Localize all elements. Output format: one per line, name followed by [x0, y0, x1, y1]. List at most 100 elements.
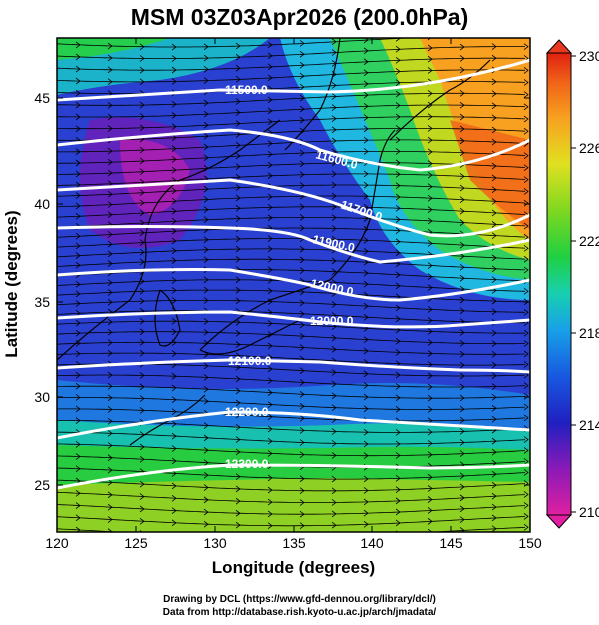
streamline — [57, 116, 526, 130]
wind-arrow — [267, 365, 273, 373]
wind-arrow — [491, 525, 497, 532]
streamline — [57, 300, 526, 313]
wind-arrow — [299, 344, 305, 351]
wind-arrow — [395, 238, 401, 246]
wind-arrow — [75, 502, 81, 509]
wind-arrow — [459, 494, 465, 502]
contour-label: 12000.0 — [310, 314, 354, 328]
streamline — [57, 374, 526, 388]
wind-arrow — [171, 123, 177, 130]
wind-arrow — [523, 436, 529, 443]
wind-arrow — [523, 164, 529, 172]
wind-arrow — [363, 237, 369, 244]
wind-arrow — [523, 67, 529, 74]
wind-arrow — [363, 428, 369, 436]
wind-arrow — [427, 273, 433, 280]
wind-arrow — [395, 519, 401, 527]
wind-arrow — [427, 44, 433, 52]
wind-arrow — [395, 56, 401, 64]
wind-arrow — [203, 246, 209, 254]
wind-arrow — [331, 268, 337, 276]
wind-arrow — [171, 187, 177, 195]
wind-arrow — [107, 318, 113, 326]
wind-arrow — [331, 301, 337, 308]
wind-arrow — [363, 247, 369, 255]
wind-arrow — [203, 66, 209, 73]
wind-arrow — [139, 219, 145, 227]
wind-arrow — [107, 298, 113, 306]
wind-arrow — [363, 509, 369, 517]
wind-arrow — [395, 429, 401, 436]
temperature-field — [57, 38, 530, 532]
wind-arrow — [299, 475, 305, 483]
wind-arrow — [267, 41, 273, 49]
colorbar-max-triangle — [545, 39, 573, 54]
wind-arrow — [299, 105, 305, 113]
wind-arrow — [299, 310, 305, 318]
wind-arrow — [171, 408, 177, 416]
wind-arrow — [491, 232, 497, 239]
wind-arrow — [459, 307, 465, 315]
wind-arrow — [491, 265, 497, 273]
streamline — [57, 195, 526, 208]
wind-arrow — [299, 214, 305, 221]
streamline — [57, 81, 526, 94]
wind-arrow — [107, 479, 113, 486]
wind-arrow — [267, 309, 273, 316]
wind-arrow — [235, 276, 241, 284]
y-axis-label: Latitude (degrees) — [2, 210, 21, 358]
wind-arrow — [203, 110, 209, 118]
wind-arrow — [235, 497, 241, 505]
wind-arrow — [427, 317, 433, 324]
wind-arrow — [363, 192, 369, 200]
wind-arrow — [491, 448, 497, 456]
wind-arrow — [491, 470, 497, 478]
wind-arrow — [139, 239, 145, 246]
wind-arrow — [139, 101, 145, 109]
wind-arrow — [75, 232, 81, 240]
wind-arrow — [299, 160, 305, 168]
wind-arrow — [427, 440, 433, 447]
streamline — [57, 491, 526, 503]
wind-arrow — [107, 147, 113, 155]
wind-arrow — [235, 318, 241, 326]
wind-arrow — [203, 520, 209, 528]
wind-arrow — [331, 235, 337, 243]
wind-arrow — [491, 308, 497, 316]
wind-arrow — [331, 104, 337, 111]
wind-arrow — [459, 285, 465, 293]
wind-arrow — [491, 162, 497, 170]
wind-arrow — [139, 287, 145, 295]
wind-arrow — [171, 277, 177, 284]
wind-arrow — [491, 514, 497, 522]
wind-arrow — [331, 93, 337, 100]
wind-arrow — [363, 181, 369, 189]
wind-arrow — [395, 159, 401, 167]
wind-arrow — [235, 215, 241, 222]
wind-arrow — [107, 211, 113, 218]
wind-arrow — [331, 452, 337, 459]
wind-arrow — [267, 140, 273, 147]
wind-arrow — [459, 350, 465, 358]
wind-arrow — [139, 480, 145, 488]
wind-arrow — [491, 102, 497, 110]
wind-arrow — [235, 509, 241, 517]
wind-arrow — [395, 315, 401, 323]
wind-arrow — [139, 146, 145, 154]
wind-arrow — [75, 465, 81, 473]
wind-arrow — [171, 227, 177, 235]
wind-arrow — [267, 437, 273, 445]
wind-arrow — [523, 340, 529, 347]
wind-arrow — [203, 496, 209, 504]
wind-arrow — [459, 173, 465, 180]
wind-arrow — [107, 371, 113, 379]
wind-arrow — [203, 459, 209, 467]
wind-arrow — [395, 148, 401, 155]
wind-arrow — [235, 521, 241, 529]
wind-arrow — [427, 160, 433, 167]
wind-arrow — [299, 499, 305, 506]
wind-arrow — [331, 279, 337, 286]
wind-arrow — [107, 289, 113, 296]
wind-arrow — [523, 523, 529, 531]
